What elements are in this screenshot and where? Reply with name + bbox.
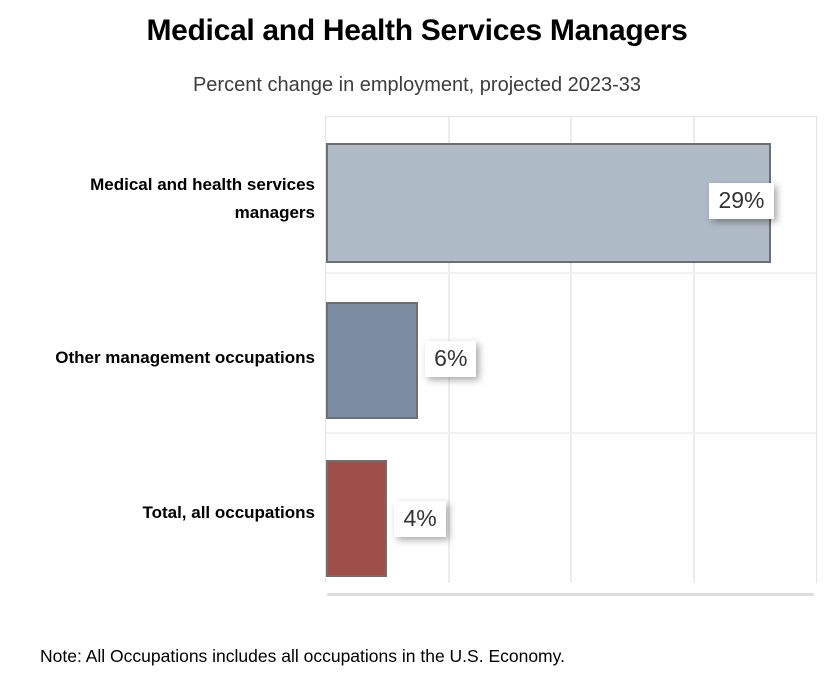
vertical-gridline-3 [692,117,695,583]
value-label-other-management-occupations: 6% [425,341,477,377]
bar-medical-health-services-managers [326,143,772,263]
plot-area: 29% 6% 4% [325,116,817,583]
category-label-total-all-occupations: Total, all occupations [142,503,315,522]
vertical-gridline-2 [570,117,572,583]
chart-title: Medical and Health Services Managers [146,14,688,47]
chart-subtitle: Percent change in employment, projected … [192,74,642,96]
bar-total-all-occupations [326,460,388,577]
category-label-medical-health-services-managers: Medical and health services managers [90,175,315,222]
horizontal-gridline-1 [326,272,816,274]
value-label-medical-health-services-managers: 29% [709,183,774,219]
chart-note: Note: All Occupations includes all occup… [40,646,565,666]
horizontal-gridline-2 [326,432,816,434]
x-axis-line [327,593,814,596]
value-label-total-all-occupations: 4% [394,501,446,537]
category-label-other-management-occupations: Other management occupations [55,348,315,367]
bar-other-management-occupations [326,302,419,419]
